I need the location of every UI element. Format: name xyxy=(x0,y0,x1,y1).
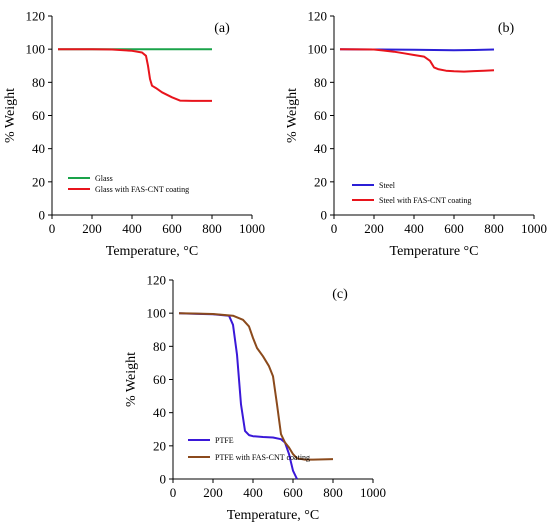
x-tick-label: 200 xyxy=(364,221,384,236)
x-tick-label: 200 xyxy=(82,221,102,236)
y-tick-label: 60 xyxy=(314,108,327,123)
y-tick-label: 80 xyxy=(32,75,45,90)
y-tick-label: 60 xyxy=(32,108,45,123)
x-tick-label: 600 xyxy=(283,485,303,500)
legend-label: Glass with FAS-CNT coating xyxy=(95,185,189,194)
series-line xyxy=(58,48,212,102)
x-tick-label: 600 xyxy=(162,221,182,236)
y-tick-label: 100 xyxy=(308,42,328,57)
y-tick-label: 80 xyxy=(153,339,166,354)
x-tick-label: 800 xyxy=(484,221,504,236)
x-tick-label: 800 xyxy=(323,485,343,500)
x-axis-title: Temperature, °C xyxy=(106,244,198,259)
y-tick-label: 60 xyxy=(153,372,166,387)
chart-panel: 0 200 400 600 800 1000 0 20 40 60 80 100 120 Temperat… xyxy=(3,9,265,260)
y-tick-label: 120 xyxy=(147,273,167,288)
x-axis-title: Temperature, °C xyxy=(227,508,319,523)
x-tick-label: 400 xyxy=(122,221,142,236)
legend-label: PTFE xyxy=(215,436,234,445)
x-axis-title: Temperature °C xyxy=(390,244,479,259)
x-tick-label: 400 xyxy=(404,221,424,236)
series-line xyxy=(339,48,495,73)
legend-label: PTFE with FAS-CNT coating xyxy=(215,453,310,462)
x-tick-label: 400 xyxy=(243,485,263,500)
chart-panel: 0 200 400 600 800 1000 0 20 40 60 80 100 120 Temperat… xyxy=(285,9,547,260)
panel-label: (b) xyxy=(498,21,515,36)
chart-panel: 0 200 400 600 800 1000 0 20 40 60 80 100 120 Temperat… xyxy=(124,273,386,524)
x-tick-label: 800 xyxy=(202,221,222,236)
x-tick-label: 1000 xyxy=(521,221,547,236)
legend-label: Glass xyxy=(95,174,113,183)
y-tick-label: 0 xyxy=(321,208,328,223)
y-tick-label: 40 xyxy=(153,405,166,420)
x-tick-label: 600 xyxy=(444,221,464,236)
y-tick-label: 120 xyxy=(26,9,46,24)
y-tick-label: 0 xyxy=(39,208,46,223)
y-axis-title: % Weight xyxy=(285,88,300,143)
x-tick-label: 200 xyxy=(203,485,223,500)
x-tick-label: 0 xyxy=(170,485,177,500)
y-tick-label: 100 xyxy=(147,306,167,321)
y-tick-label: 20 xyxy=(32,174,45,189)
legend-label: Steel xyxy=(379,181,396,190)
panel-label: (c) xyxy=(332,287,348,302)
y-tick-label: 80 xyxy=(314,75,327,90)
x-tick-label: 1000 xyxy=(360,485,386,500)
y-tick-label: 100 xyxy=(26,42,46,57)
y-tick-label: 0 xyxy=(160,472,167,487)
x-tick-label: 0 xyxy=(331,221,338,236)
series-line xyxy=(178,312,334,461)
chart-panels: 0 200 400 600 800 1000020406080100120Temperat… xyxy=(3,9,547,524)
y-tick-label: 120 xyxy=(308,9,328,24)
y-tick-label: 20 xyxy=(153,438,166,453)
y-axis-title: % Weight xyxy=(124,352,139,407)
panel-label: (a) xyxy=(214,21,230,36)
y-tick-label: 40 xyxy=(32,141,45,156)
y-axis-title: % Weight xyxy=(3,88,18,143)
x-tick-label: 1000 xyxy=(239,221,265,236)
y-tick-label: 20 xyxy=(314,174,327,189)
x-tick-label: 0 xyxy=(49,221,56,236)
y-tick-label: 40 xyxy=(314,141,327,156)
legend-label: Steel with FAS-CNT coating xyxy=(379,196,471,205)
